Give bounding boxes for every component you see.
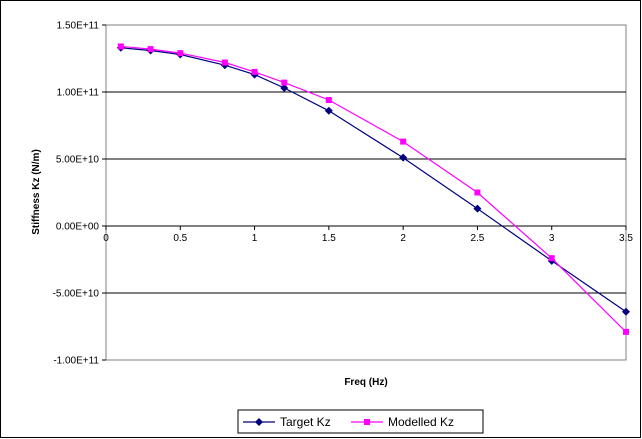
data-point — [281, 79, 288, 86]
y-ticks: 1.50E+11 1.00E+11 5.00E+10 0.00E+00 -5.00E+1… — [53, 21, 106, 367]
y-tick-label: 5.00E+10 — [56, 155, 100, 166]
x-tick-label: 0.5 — [173, 233, 187, 244]
data-point — [474, 189, 481, 196]
legend-marker-target — [255, 418, 263, 426]
x-tick-label: 3.5 — [619, 233, 633, 244]
data-point — [400, 138, 407, 145]
x-tick-label: 1 — [252, 233, 258, 244]
data-point — [251, 68, 258, 75]
y-tick-label: -1.00E+11 — [53, 356, 99, 367]
x-tick-label: 2 — [400, 233, 406, 244]
series-target-kz — [116, 43, 630, 316]
data-point — [622, 307, 630, 316]
y-tick-label: 1.00E+11 — [57, 88, 100, 99]
series-modelled-kz — [117, 43, 629, 335]
data-point — [399, 153, 408, 162]
y-tick-label: -5.00E+10 — [53, 289, 100, 300]
x-tick-label: 2.5 — [470, 233, 484, 244]
x-ticks: 0 0.5 1 1.5 2 2.5 3 3.5 — [103, 226, 633, 244]
data-point — [623, 328, 629, 335]
x-tick-label: 1.5 — [322, 233, 336, 244]
data-point — [324, 106, 333, 115]
data-point — [473, 204, 482, 213]
legend-label-modelled: Modelled Kz — [388, 415, 454, 429]
data-point — [177, 50, 184, 57]
y-axis-title: Stiffness Kz (N/m) — [31, 149, 42, 235]
y-tick-label: 0.00E+00 — [56, 222, 100, 233]
data-point — [147, 46, 154, 53]
legend: Target Kz Modelled Kz — [237, 409, 484, 434]
data-point — [117, 43, 124, 50]
data-point — [325, 97, 332, 104]
x-tick-label: 3 — [549, 233, 555, 244]
data-point — [280, 83, 289, 92]
y-tick-label: 1.50E+11 — [57, 21, 100, 32]
legend-label-target: Target Kz — [280, 415, 331, 429]
x-axis-title: Freq (Hz) — [344, 377, 387, 388]
data-point — [221, 59, 228, 66]
x-tick-label: 0 — [103, 233, 109, 244]
series-layer — [116, 43, 630, 335]
plot-area — [105, 24, 627, 361]
legend-marker-modelled — [364, 419, 370, 425]
data-point — [548, 255, 555, 262]
